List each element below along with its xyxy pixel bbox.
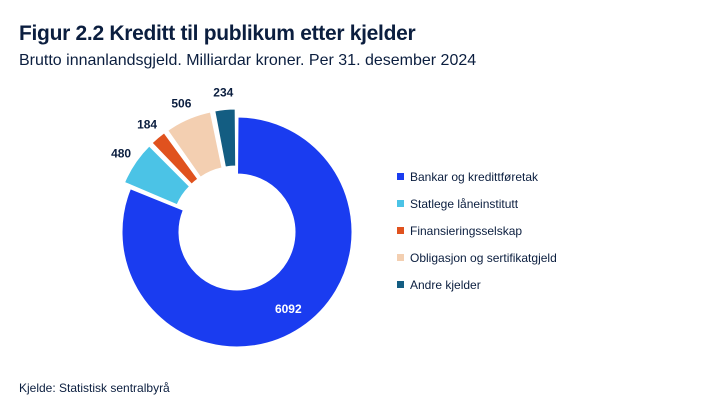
- legend-item-obligasjon-og-sertifikatgjeld: Obligasjon og sertifikatgjeld: [397, 244, 557, 271]
- legend-swatch: [397, 227, 404, 234]
- legend-item-statlege-laneinstitutt: Statlege låneinstitutt: [397, 190, 557, 217]
- slice-statlege-laneinstitutt: [123, 145, 191, 206]
- source-note: Kjelde: Statistisk sentralbyrå: [19, 381, 170, 395]
- legend-label: Bankar og kredittføretak: [410, 169, 539, 184]
- chart-title: Figur 2.2 Kreditt til publikum etter kje…: [19, 22, 416, 45]
- slice-andre-kjelder: [214, 108, 237, 168]
- data-label-statlege-laneinstitutt: 480: [111, 147, 131, 161]
- slice-obligasjon-og-sertifikatgjeld: [167, 111, 223, 178]
- chart-subtitle: Brutto innanlandsgjeld. Milliardar krone…: [19, 52, 477, 69]
- legend-item-finansieringsselskap: Finansieringsselskap: [397, 217, 557, 244]
- data-label-andre-kjelder: 234: [213, 86, 233, 100]
- legend-swatch: [397, 254, 404, 261]
- data-label-obligasjon-og-sertifikatgjeld: 506: [171, 97, 191, 111]
- legend-label: Statlege låneinstitutt: [410, 196, 519, 211]
- slice-finansieringsselskap: [151, 132, 199, 185]
- legend-label: Obligasjon og sertifikatgjeld: [410, 250, 557, 265]
- slice-bankar-og-kredittforetak: [121, 116, 353, 348]
- legend-swatch: [397, 281, 404, 288]
- legend-label: Andre kjelder: [410, 277, 481, 292]
- legend-swatch: [397, 200, 404, 207]
- legend-item-andre-kjelder: Andre kjelder: [397, 271, 557, 298]
- legend-item-bankar-og-kredittforetak: Bankar og kredittføretak: [397, 163, 557, 190]
- donut-slices: [121, 108, 353, 348]
- legend-label: Finansieringsselskap: [410, 223, 523, 238]
- chart-legend: Bankar og kredittføretak Statlege låneins…: [397, 163, 557, 298]
- data-label-bankar-og-kredittforetak: 6092: [275, 302, 302, 316]
- legend-swatch: [397, 173, 404, 180]
- donut-labels: 6092 480 184 506 234: [111, 86, 302, 316]
- data-label-finansieringsselskap: 184: [137, 118, 157, 132]
